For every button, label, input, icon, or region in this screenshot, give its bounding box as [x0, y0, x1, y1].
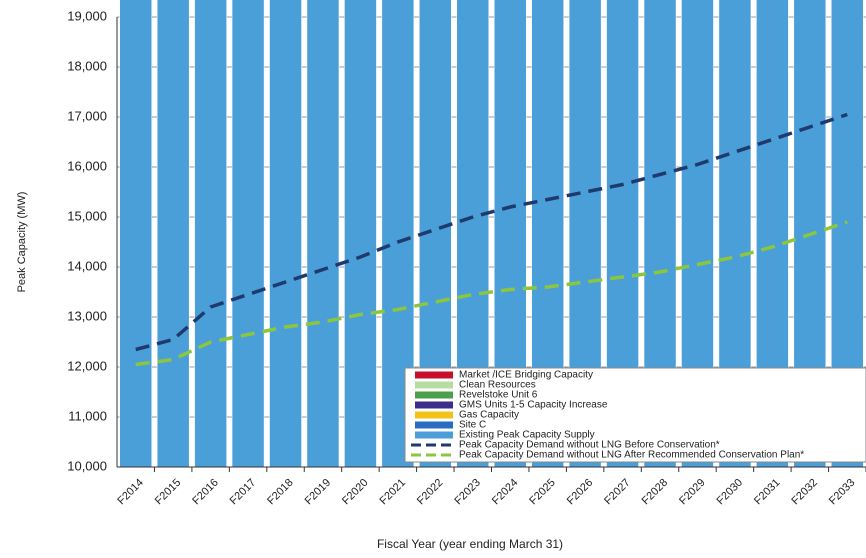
x-tick-label: F2023: [452, 477, 483, 508]
legend-label: Clean Resources: [459, 380, 536, 391]
y-tick-label: 14,000: [67, 258, 107, 273]
bar-segment: [269, 0, 302, 468]
x-axis-label: Fiscal Year (year ending March 31): [377, 537, 563, 551]
x-tick-label: F2022: [415, 477, 446, 508]
legend-label: Peak Capacity Demand without LNG Before …: [459, 440, 720, 451]
legend-swatch: [415, 381, 453, 389]
legend-box: [404, 367, 866, 463]
bar-segment: [306, 0, 340, 468]
y-axis-label: Peak Capacity (MW): [16, 192, 28, 293]
x-tick-label: F2018: [265, 477, 296, 508]
x-tick-label: F2032: [789, 477, 820, 508]
bar-segment: [156, 0, 190, 468]
legend-label: Existing Peak Capacity Supply: [459, 430, 595, 441]
bar-segment: [344, 0, 377, 468]
x-tick-label: F2028: [640, 477, 671, 508]
legend-swatch: [415, 391, 453, 399]
legend-label: Market /ICE Bridging Capacity: [459, 370, 593, 381]
y-tick-label: 17,000: [67, 108, 107, 123]
legend-label: Peak Capacity Demand without LNG After R…: [459, 450, 804, 461]
bar-segment: [231, 0, 265, 468]
y-tick-label: 12,000: [67, 358, 107, 373]
x-tick-label: F2030: [715, 477, 746, 508]
legend-swatch: [415, 421, 453, 429]
x-tick-label: F2027: [602, 477, 633, 508]
x-tick-label: F2014: [115, 477, 146, 508]
y-tick-label: 16,000: [67, 158, 107, 173]
x-tick-label: F2026: [565, 477, 596, 508]
x-tick-label: F2019: [303, 477, 334, 508]
line-series: [135, 220, 848, 367]
y-tick-label: 18,000: [67, 58, 107, 73]
y-tick-label: 11,000: [68, 408, 107, 423]
x-tick-label: F2016: [190, 477, 221, 508]
x-tick-label: F2015: [153, 477, 184, 508]
x-tick-label: F2031: [752, 477, 783, 508]
x-tick-label: F2024: [490, 477, 521, 508]
y-tick-label: 10,000: [67, 458, 107, 473]
x-tick-label: F2029: [677, 477, 708, 508]
legend-swatch: [415, 411, 453, 419]
line-series: [135, 112, 848, 352]
x-tick-label: F2021: [378, 477, 409, 508]
x-tick-label: F2017: [228, 477, 259, 508]
legend-label: Site C: [459, 420, 486, 431]
y-tick-label: 13,000: [67, 308, 107, 323]
x-tick-label: F2020: [340, 477, 371, 508]
legend-swatch: [415, 431, 453, 439]
bar-segment: [119, 0, 152, 468]
legend-swatch: [415, 401, 453, 409]
legend-label: Gas Capacity: [459, 410, 519, 421]
y-tick-label: 15,000: [67, 208, 107, 223]
x-tick-label: F2033: [827, 477, 858, 508]
legend-label: GMS Units 1-5 Capacity Increase: [459, 400, 608, 411]
legend-label: Revelstoke Unit 6: [459, 390, 538, 401]
bar-segment: [194, 0, 227, 468]
x-tick-label: F2025: [527, 477, 558, 508]
legend-swatch: [415, 371, 453, 379]
y-tick-label: 19,000: [67, 8, 107, 23]
